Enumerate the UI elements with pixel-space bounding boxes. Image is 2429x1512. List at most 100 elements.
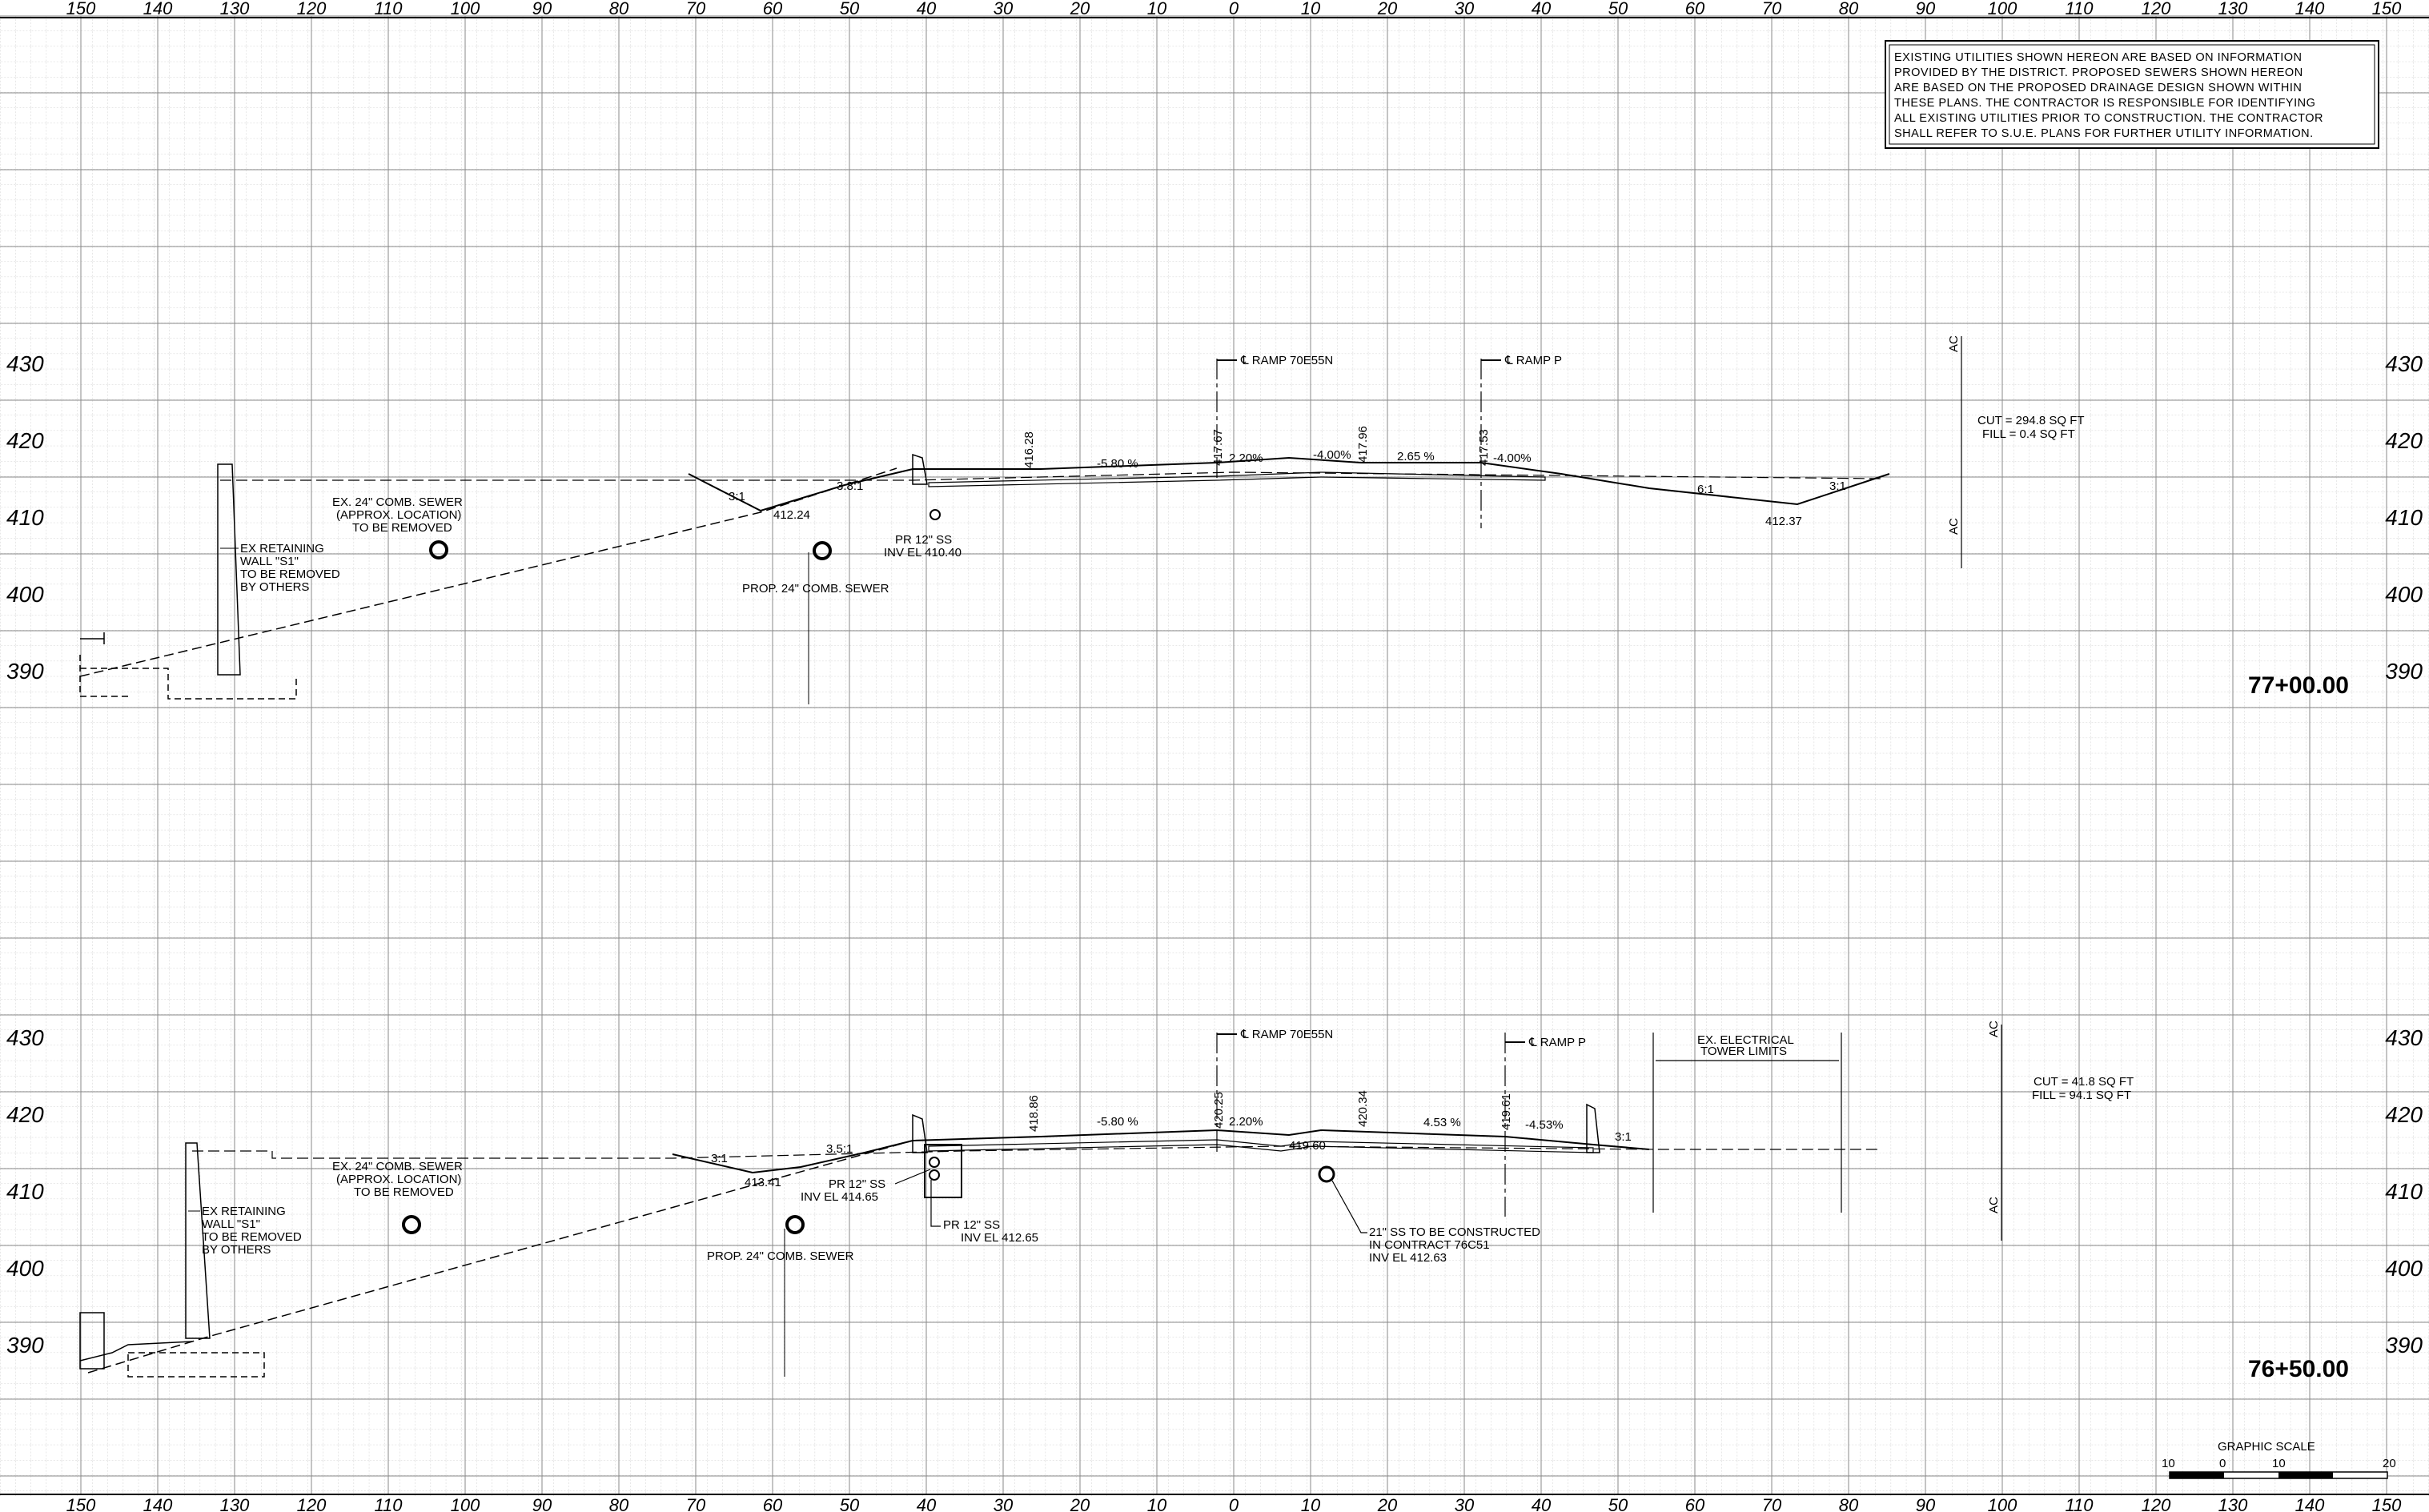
slope-label: 3:1 <box>1829 479 1846 493</box>
slope-label: -5.80 % <box>1097 1115 1138 1129</box>
elevation-tick-label: 410 <box>2385 1179 2423 1204</box>
offset-tick-label: 90 <box>532 1495 552 1512</box>
offset-tick-label: 150 <box>2372 0 2402 18</box>
sewer-callout: EX. 24" COMB. SEWER <box>332 1160 463 1173</box>
slope-label: -4.53% <box>1525 1118 1564 1132</box>
ss-callout: INV EL 410.40 <box>884 546 962 559</box>
ss-callout: PR 12" SS <box>829 1177 885 1191</box>
offset-tick-label: 100 <box>451 1495 480 1512</box>
wall-callout: EX RETAINING <box>240 542 324 555</box>
offset-tick-label: 20 <box>1377 0 1398 18</box>
elevation-tick-label: 430 <box>6 1025 44 1050</box>
elevation-tick-label: 420 <box>2385 428 2423 453</box>
wall-callout: WALL "S1" <box>202 1217 260 1231</box>
ss21-callout: 21" SS TO BE CONSTRUCTED <box>1369 1225 1540 1239</box>
offset-tick-label: 10 <box>1301 1495 1321 1512</box>
offset-tick-label: 40 <box>1532 0 1552 18</box>
offset-tick-label: 40 <box>917 0 937 18</box>
elevation-label: 417.53 <box>1477 429 1491 466</box>
sewer-callout: TO BE REMOVED <box>352 521 452 535</box>
slope-label: 3:1 <box>729 490 745 503</box>
offset-tick-label: 120 <box>2142 1495 2171 1512</box>
graphic-scale-tick: 0 <box>2219 1457 2226 1470</box>
offset-tick-label: 40 <box>1532 1495 1552 1512</box>
slope-label: 3:1 <box>711 1152 728 1165</box>
elevation-tick-label: 400 <box>6 1256 44 1281</box>
barrier <box>912 1113 928 1153</box>
offset-tick-label: 10 <box>1147 0 1167 18</box>
elevation-label: 419.60 <box>1289 1139 1326 1153</box>
elevation-tick-label: 410 <box>6 505 44 530</box>
section-77-00: 430 430 420 420 410 410 400 400 390 390 ℄ RAMP 70… <box>6 335 2423 704</box>
graphic-scale-title: GRAPHIC SCALE <box>2218 1440 2315 1454</box>
elevation-tick-label: 430 <box>6 351 44 376</box>
elevation-label: 413.41 <box>745 1176 781 1189</box>
retaining-wall <box>79 1142 265 1378</box>
wall-callout: EX RETAINING <box>202 1205 286 1218</box>
note-line: ARE BASED ON THE PROPOSED DRAINAGE DESIG… <box>1894 82 2302 94</box>
ss-callout: PR 12" SS <box>895 533 952 547</box>
offset-tick-label: 120 <box>297 1495 327 1512</box>
offset-tick-label: 150 <box>2372 1495 2402 1512</box>
ss21-callout: INV EL 412.63 <box>1369 1251 1447 1265</box>
offset-tick-label: 50 <box>1608 0 1628 18</box>
tower-limits-label: EX. ELECTRICAL <box>1697 1033 1794 1047</box>
sewer-callout: PROP. 24" COMB. SEWER <box>742 582 889 596</box>
elevation-label: 420.25 <box>1212 1092 1226 1129</box>
offset-tick-label: 50 <box>1608 1495 1628 1512</box>
graphic-scale-tick: 10 <box>2162 1457 2175 1470</box>
offset-tick-label: 130 <box>2218 1495 2248 1512</box>
proposed-sewer-symbol <box>813 541 832 560</box>
elevation-tick-label: 420 <box>6 428 44 453</box>
utility-note: EXISTING UTILITIES SHOWN HEREON ARE BASE… <box>1885 40 2379 149</box>
existing-sewer-symbol <box>402 1215 421 1234</box>
note-line: SHALL REFER TO S.U.E. PLANS FOR FURTHER … <box>1894 127 2314 140</box>
offset-tick-label: 20 <box>1070 0 1090 18</box>
offset-tick-label: 20 <box>1070 1495 1090 1512</box>
ac-label: AC <box>1987 1197 2001 1213</box>
note-line: EXISTING UTILITIES SHOWN HEREON ARE BASE… <box>1894 51 2303 64</box>
elevation-tick-label: 430 <box>2385 1025 2423 1050</box>
slope-label: -4.00% <box>1313 448 1351 462</box>
retaining-wall <box>79 463 297 700</box>
offset-tick-label: 110 <box>2065 1495 2094 1512</box>
offset-scale-top: 150 140 130 120 110 100 90 80 70 60 50 40 30 20 10 0 10 2… <box>0 0 2429 18</box>
elevation-label: 417.67 <box>1211 429 1225 466</box>
station-label: 77+00.00 <box>2248 672 2349 699</box>
offset-tick-label: 140 <box>143 0 173 18</box>
elevation-tick-label: 410 <box>6 1179 44 1204</box>
slope-label: 2.20% <box>1229 1115 1263 1129</box>
slope-label: 4.53 % <box>1423 1116 1461 1129</box>
offset-tick-label: 150 <box>66 0 96 18</box>
elevation-tick-label: 400 <box>2385 582 2423 607</box>
elevation-label: 420.34 <box>1356 1090 1370 1127</box>
offset-tick-label: 0 <box>1229 1495 1239 1512</box>
offset-tick-label: 140 <box>143 1495 173 1512</box>
offset-tick-label: 70 <box>1762 1495 1782 1512</box>
elevation-tick-label: 420 <box>2385 1102 2423 1127</box>
barrier <box>912 453 928 485</box>
offset-tick-label: 10 <box>1147 1495 1167 1512</box>
centerline-label: ℄ RAMP 70E55N <box>1240 354 1333 367</box>
offset-tick-label: 30 <box>994 1495 1014 1512</box>
offset-tick-label: 80 <box>609 0 629 18</box>
offset-tick-label: 70 <box>1762 0 1782 18</box>
ac-label: AC <box>1987 1021 2001 1037</box>
barrier <box>1586 1103 1600 1153</box>
offset-tick-label: 80 <box>1839 1495 1859 1512</box>
elevation-tick-label: 390 <box>2385 659 2423 684</box>
ss21-callout: IN CONTRACT 76C51 <box>1369 1238 1490 1252</box>
elevation-tick-label: 390 <box>6 1333 44 1358</box>
offset-tick-label: 90 <box>532 0 552 18</box>
proposed-sewer-symbol <box>785 1215 805 1234</box>
slope-label: -5.80 % <box>1097 457 1138 471</box>
existing-ground-line <box>220 471 1882 481</box>
offset-tick-label: 70 <box>686 0 706 18</box>
proposed-grade-line <box>672 1129 1650 1174</box>
cut-value: CUT = 294.8 SQ FT <box>1977 414 2085 427</box>
ss-callout: INV EL 412.65 <box>961 1231 1038 1245</box>
elevation-label: 412.37 <box>1765 515 1802 528</box>
wall-callout: TO BE REMOVED <box>240 568 340 581</box>
fill-value: FILL = 94.1 SQ FT <box>2032 1089 2131 1102</box>
